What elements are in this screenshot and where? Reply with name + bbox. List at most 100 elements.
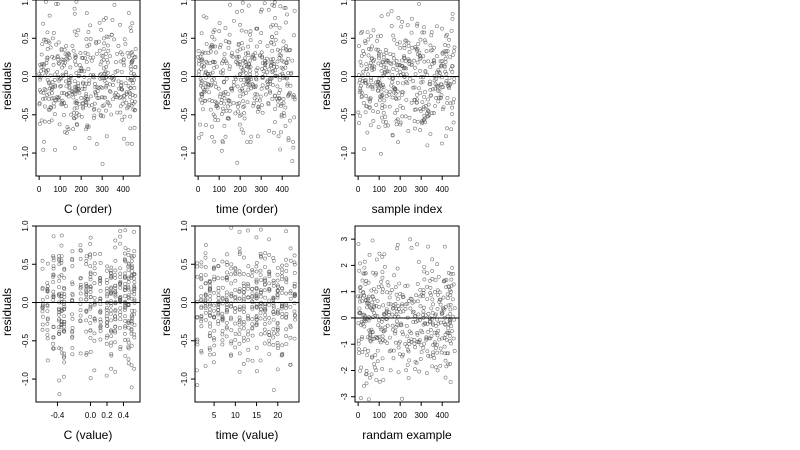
data-point — [415, 21, 420, 26]
data-point — [241, 105, 246, 109]
data-point — [250, 55, 255, 60]
data-point — [366, 294, 371, 299]
x-tick-label: 0 — [356, 411, 361, 420]
data-point — [133, 47, 138, 51]
data-point — [202, 98, 207, 103]
data-point — [358, 261, 363, 266]
data-point — [203, 292, 208, 297]
data-point — [51, 341, 55, 346]
data-point — [284, 303, 289, 308]
data-point — [446, 271, 451, 275]
data-point — [220, 259, 225, 264]
data-point — [123, 314, 127, 319]
data-point — [381, 110, 386, 115]
y-tick-label: 1.0 — [21, 220, 30, 232]
data-point — [123, 294, 128, 298]
data-point — [235, 101, 240, 106]
data-point — [384, 65, 388, 70]
data-point — [378, 49, 382, 54]
data-point — [130, 53, 135, 58]
data-point — [390, 133, 395, 138]
data-point — [71, 48, 76, 53]
data-point — [270, 70, 275, 75]
data-point — [248, 140, 253, 144]
data-point — [281, 111, 286, 115]
data-point — [224, 260, 229, 265]
data-point — [363, 41, 368, 45]
data-point — [418, 288, 423, 292]
data-point — [435, 368, 440, 373]
data-point — [426, 353, 431, 358]
data-point — [243, 60, 248, 65]
data-point — [226, 92, 230, 97]
data-point — [273, 107, 277, 112]
data-point — [113, 70, 118, 75]
data-point — [92, 301, 97, 306]
data-point — [225, 305, 229, 309]
data-point — [238, 59, 243, 64]
data-point — [227, 98, 232, 103]
data-point — [118, 313, 123, 317]
data-point — [203, 306, 208, 311]
data-point — [132, 85, 137, 90]
data-point — [283, 6, 288, 10]
data-point — [199, 273, 204, 277]
data-point — [448, 361, 452, 366]
data-point — [254, 295, 259, 300]
data-point — [118, 295, 123, 299]
data-point — [55, 55, 60, 60]
data-point — [98, 279, 103, 284]
data-point — [413, 65, 417, 70]
data-point — [369, 372, 374, 377]
data-point — [439, 350, 444, 355]
data-point — [203, 273, 208, 278]
data-point — [250, 317, 255, 321]
data-point — [377, 338, 382, 343]
data-point — [217, 94, 222, 99]
data-point — [62, 63, 66, 68]
data-point — [132, 366, 137, 371]
data-point — [430, 364, 435, 369]
data-point — [220, 71, 225, 76]
data-point — [275, 293, 280, 298]
data-point — [92, 295, 97, 300]
data-point — [427, 82, 432, 86]
data-point — [118, 347, 123, 352]
data-point — [284, 263, 289, 268]
data-point — [238, 22, 242, 27]
data-point — [258, 227, 263, 232]
data-point — [428, 328, 433, 332]
data-point — [359, 83, 363, 88]
data-point — [380, 254, 385, 259]
data-point — [40, 305, 45, 310]
data-point — [69, 112, 74, 117]
data-point — [285, 12, 289, 17]
data-point — [195, 264, 200, 269]
data-point — [74, 33, 79, 38]
data-point — [225, 104, 230, 109]
data-point — [380, 334, 385, 339]
data-point — [415, 318, 420, 323]
data-point — [242, 287, 247, 291]
data-point — [398, 104, 403, 108]
data-point — [417, 369, 422, 374]
data-point — [409, 16, 414, 21]
data-point — [50, 80, 55, 84]
data-point — [88, 294, 93, 299]
data-point — [357, 285, 362, 290]
data-point — [229, 226, 234, 230]
data-point — [200, 85, 205, 90]
data-point — [409, 245, 414, 250]
data-point — [241, 306, 246, 311]
data-point — [40, 258, 45, 263]
data-point — [377, 98, 382, 103]
data-point — [254, 98, 259, 103]
data-point — [53, 98, 58, 103]
data-point — [230, 88, 235, 93]
data-point — [271, 57, 276, 61]
data-point — [51, 274, 56, 279]
data-point — [384, 50, 389, 55]
data-point — [208, 294, 212, 298]
data-point — [447, 331, 452, 336]
data-point — [262, 331, 267, 336]
